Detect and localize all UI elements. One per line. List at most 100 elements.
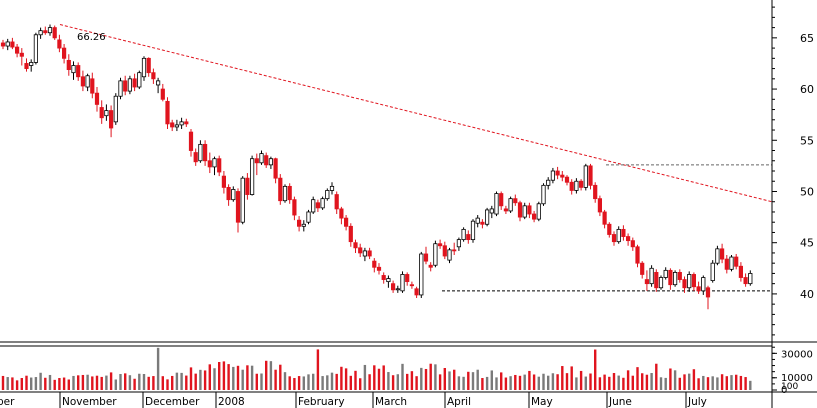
candle-body (104, 110, 109, 117)
volume-bar (377, 368, 381, 390)
volume-bar (269, 361, 273, 390)
price-candles (0, 24, 753, 310)
volume-bar (608, 376, 611, 390)
candle-body (311, 199, 316, 213)
candle-body (264, 155, 269, 166)
candle-body (113, 95, 118, 123)
candle-body (513, 198, 518, 204)
volume-bar (109, 372, 113, 390)
volume-bar (406, 373, 409, 390)
volume-bar (114, 379, 117, 390)
volume-bar (636, 367, 639, 390)
candle-body (503, 208, 509, 212)
candle-body (268, 158, 274, 166)
x-tick-label: ber (0, 396, 15, 408)
candle-body (254, 158, 259, 164)
volume-bar (189, 367, 193, 390)
volume-bar (579, 370, 583, 390)
volume-bar (335, 373, 338, 390)
volume-bar (749, 380, 752, 390)
volume-bar (156, 347, 160, 390)
volume-bar (622, 377, 625, 390)
volume-bar (100, 376, 103, 390)
volume-bar (91, 376, 94, 390)
volume-bar (185, 375, 188, 390)
volume-bar (133, 378, 136, 390)
candle-body (367, 250, 372, 257)
candle-body (442, 245, 447, 257)
candle-body (38, 30, 43, 36)
x-tick-label: April (447, 396, 471, 408)
candle-body (193, 152, 198, 163)
volume-bar (25, 375, 28, 390)
candle-body (602, 211, 607, 225)
candle-body (273, 158, 278, 179)
candle-body (217, 158, 222, 173)
candle-body (212, 158, 217, 168)
volume-bar (67, 379, 70, 390)
volume-bar (669, 368, 672, 390)
candle-body (184, 121, 189, 125)
volume-bar (138, 373, 141, 390)
candle-body (715, 248, 720, 264)
volume-bar (528, 370, 531, 390)
volume-bar (34, 377, 38, 390)
candle-body (668, 269, 673, 286)
volume-bar (697, 378, 700, 390)
volume-bar (316, 349, 320, 390)
candle-body (720, 248, 725, 260)
candle-body (630, 240, 635, 248)
volume-bar (1, 375, 5, 390)
volume-bar (279, 364, 282, 390)
volume-bar (500, 372, 503, 390)
candle-body (109, 110, 114, 129)
candle-body (202, 143, 208, 162)
volume-bar (274, 369, 277, 390)
volume-bar (678, 377, 681, 390)
volume-bar (730, 375, 733, 390)
volume-bar (438, 374, 442, 390)
y-tick-label: 55 (800, 134, 814, 147)
candle-body (240, 177, 245, 223)
candle-body (296, 219, 302, 227)
volume-bars (1, 347, 752, 390)
candle-body (372, 260, 377, 268)
volume-bar (626, 370, 630, 390)
volume-bar (124, 373, 127, 390)
volume-bar (48, 374, 52, 390)
candle-body (729, 256, 734, 270)
candle-body (743, 277, 748, 285)
candle-body (480, 221, 485, 225)
candle-body (353, 242, 358, 249)
candle-body (71, 65, 76, 74)
candle-body (649, 267, 654, 285)
candle-body (99, 107, 104, 119)
volume-bar (594, 349, 597, 390)
candle-body (174, 124, 179, 128)
candle-body (701, 277, 706, 292)
volume-bar (744, 377, 747, 390)
volume-bar (584, 376, 587, 390)
volume-bar (603, 374, 606, 390)
volume-bar (62, 377, 66, 390)
volume-bar (664, 377, 667, 390)
candle-body (447, 249, 452, 261)
volume-bar (359, 378, 362, 390)
candle-body (57, 39, 62, 49)
volume-bar (471, 372, 475, 390)
candle-body (386, 278, 391, 283)
volume-bar (152, 376, 155, 390)
candle-body (696, 286, 701, 292)
volume-bar (485, 376, 489, 390)
candle-body (644, 279, 650, 285)
x-tick-label: March (375, 396, 407, 408)
volume-bar (30, 377, 33, 390)
candle-body (626, 236, 631, 242)
volume-tick-label: 30000 (781, 349, 813, 360)
candle-body (470, 220, 476, 241)
volume-bar (556, 374, 559, 390)
candle-body (583, 165, 588, 188)
candle-body (409, 284, 415, 287)
candle-body (748, 273, 753, 285)
volume-bar (236, 365, 240, 390)
